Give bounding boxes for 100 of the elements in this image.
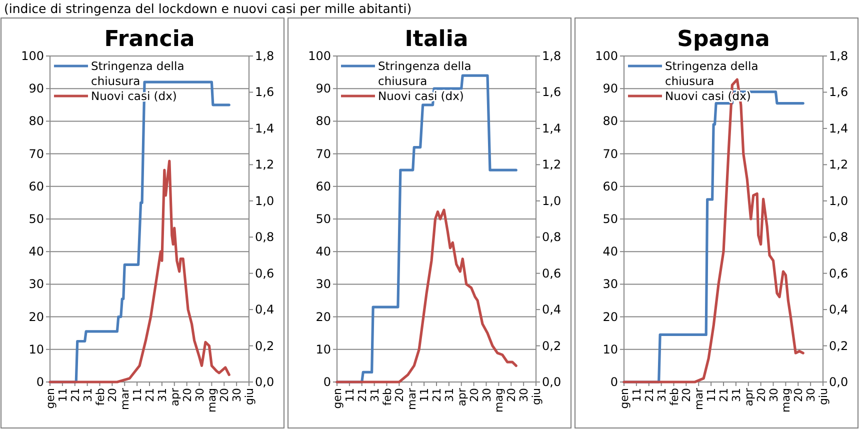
y2-tick-label: 1,8 bbox=[255, 49, 274, 63]
y2-tick-label: 1,6 bbox=[255, 85, 274, 100]
legend-label: Stringenza della chiusura bbox=[665, 59, 758, 88]
x-tick-label: 30 bbox=[767, 388, 780, 402]
y2-tick-label: 0,8 bbox=[829, 230, 848, 244]
y2-tick-label: 1,0 bbox=[829, 194, 848, 208]
chart-subtitle: (indice di stringenza del lockdown e nuovi casi per mille abitanti) bbox=[4, 1, 412, 16]
y2-tick-label: 0,2 bbox=[542, 338, 562, 353]
chart-title: Francia bbox=[104, 27, 195, 52]
y2-tick-label: 1,2 bbox=[255, 158, 274, 172]
x-tick-label: 21 bbox=[430, 388, 444, 402]
y-tick-label: 10 bbox=[28, 342, 44, 356]
y2-tick-label: 0,6 bbox=[542, 266, 562, 280]
x-tick-label: apr bbox=[455, 388, 468, 406]
chart-title: Spagna bbox=[677, 27, 770, 52]
y-tick-label: 20 bbox=[602, 310, 618, 324]
y2-tick-label: 1,6 bbox=[542, 85, 562, 100]
x-tick-label: 30 bbox=[193, 388, 206, 402]
y2-tick-label: 1,6 bbox=[829, 85, 848, 100]
y-tick-label: 100 bbox=[595, 49, 618, 63]
x-tick-label: 20 bbox=[106, 388, 120, 402]
x-tick-label: 20 bbox=[792, 388, 806, 402]
y-tick-label: 80 bbox=[316, 114, 331, 128]
x-tick-label: 20 bbox=[754, 388, 768, 402]
x-tick-label: 20 bbox=[393, 388, 406, 402]
y2-tick-label: 0,8 bbox=[542, 230, 562, 244]
line-series bbox=[48, 160, 230, 384]
x-tick-label: mar bbox=[692, 388, 706, 410]
x-tick-label: 31 bbox=[442, 388, 456, 402]
x-tick-label: 20 bbox=[468, 388, 481, 402]
y-tick-label: 0 bbox=[36, 375, 44, 389]
x-tick-label: apr bbox=[168, 388, 182, 406]
y2-tick-label: 0,8 bbox=[255, 230, 274, 244]
y-tick-label: 30 bbox=[602, 277, 618, 292]
y-tick-label: 30 bbox=[28, 277, 44, 292]
x-tick-label: 11 bbox=[418, 388, 432, 402]
x-tick-label: 30 bbox=[480, 388, 494, 402]
x-tick-label: 31 bbox=[368, 388, 382, 402]
y-tick-label: 100 bbox=[21, 49, 44, 63]
y2-tick-label: 0,0 bbox=[829, 375, 848, 389]
y2-tick-label: 1,8 bbox=[542, 49, 562, 63]
x-tick-label: gen bbox=[618, 388, 631, 409]
y-tick-label: 90 bbox=[316, 82, 331, 96]
y-tick-label: 100 bbox=[308, 49, 331, 63]
y-tick-label: 40 bbox=[602, 244, 618, 259]
y-tick-label: 60 bbox=[602, 179, 618, 194]
x-tick-label: giu bbox=[817, 388, 830, 406]
y2-tick-label: 1,4 bbox=[255, 121, 274, 136]
x-tick-label: 31 bbox=[156, 388, 169, 402]
x-tick-label: 30 bbox=[230, 388, 244, 402]
x-tick-label: giu bbox=[243, 388, 256, 406]
x-tick-label: 20 bbox=[680, 388, 694, 402]
x-tick-label: feb bbox=[668, 388, 681, 406]
y-tick-label: 90 bbox=[28, 82, 44, 96]
y-tick-label: 60 bbox=[28, 179, 44, 194]
y-tick-label: 40 bbox=[316, 244, 331, 259]
x-tick-label: 31 bbox=[730, 388, 743, 402]
x-tick-label: mag bbox=[780, 388, 793, 412]
y2-tick-label: 0,4 bbox=[255, 302, 274, 317]
x-tick-label: 30 bbox=[804, 388, 818, 402]
x-tick-label: feb bbox=[94, 388, 107, 406]
y-tick-label: 50 bbox=[316, 212, 331, 226]
line-series bbox=[336, 208, 518, 384]
x-tick-label: mag bbox=[206, 388, 219, 412]
y-tick-label: 60 bbox=[316, 179, 331, 194]
y-tick-label: 80 bbox=[602, 114, 618, 128]
y2-tick-label: 1,8 bbox=[829, 49, 848, 63]
x-tick-label: giu bbox=[530, 388, 543, 406]
x-tick-label: 20 bbox=[218, 388, 232, 402]
y-tick-label: 90 bbox=[602, 82, 618, 96]
y-tick-label: 70 bbox=[602, 146, 618, 161]
y-tick-label: 50 bbox=[28, 212, 44, 226]
x-tick-label: apr bbox=[742, 388, 756, 406]
y2-tick-label: 0,2 bbox=[255, 338, 274, 353]
y-tick-label: 80 bbox=[28, 114, 44, 128]
x-tick-label: 11 bbox=[705, 388, 718, 402]
y2-tick-label: 1,0 bbox=[255, 194, 274, 208]
x-tick-label: 11 bbox=[131, 388, 144, 402]
y-tick-label: 30 bbox=[316, 277, 331, 292]
y-tick-label: 0 bbox=[610, 375, 618, 389]
y-tick-label: 20 bbox=[316, 310, 331, 324]
y2-tick-label: 1,2 bbox=[829, 158, 848, 172]
chart-title: Italia bbox=[404, 27, 468, 52]
y-tick-label: 70 bbox=[316, 146, 331, 161]
y2-tick-label: 1,0 bbox=[542, 194, 562, 208]
x-tick-label: mag bbox=[492, 388, 506, 412]
y2-tick-label: 1,2 bbox=[542, 158, 562, 172]
x-tick-label: 21 bbox=[68, 388, 82, 402]
y2-tick-label: 1,4 bbox=[542, 121, 562, 136]
y-tick-label: 10 bbox=[316, 342, 331, 356]
y-tick-label: 20 bbox=[28, 310, 44, 324]
x-tick-label: 21 bbox=[718, 388, 730, 402]
legend-label: Stringenza della chiusura bbox=[91, 59, 184, 88]
x-tick-label: 20 bbox=[180, 388, 194, 402]
x-tick-label: 31 bbox=[655, 388, 668, 402]
y-tick-label: 50 bbox=[602, 212, 618, 226]
y2-tick-label: 1,4 bbox=[829, 121, 848, 136]
x-tick-label: 11 bbox=[630, 388, 644, 402]
x-tick-label: feb bbox=[380, 388, 394, 406]
x-tick-label: 21 bbox=[144, 388, 156, 402]
